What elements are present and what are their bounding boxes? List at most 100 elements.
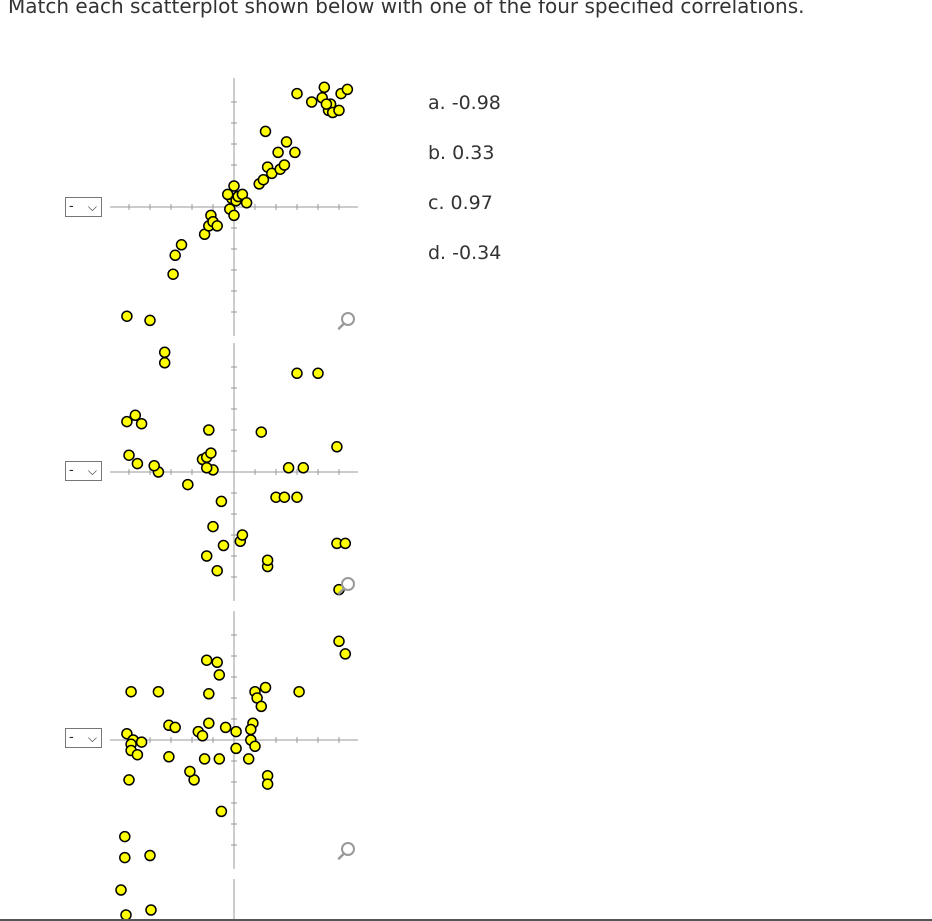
data-point bbox=[278, 491, 291, 503]
data-point bbox=[119, 830, 131, 843]
data-point bbox=[228, 209, 240, 222]
data-point bbox=[240, 197, 253, 209]
option-a: a. -0.98 bbox=[428, 92, 501, 114]
data-point bbox=[203, 688, 215, 700]
select-value: - bbox=[69, 730, 74, 745]
data-point bbox=[175, 239, 188, 251]
data-point bbox=[123, 774, 135, 786]
data-point bbox=[245, 723, 257, 736]
data-point bbox=[198, 753, 211, 765]
data-point bbox=[200, 550, 213, 562]
data-point bbox=[152, 685, 165, 698]
data-point bbox=[211, 220, 223, 232]
question-prompt: Match each scatterplot shown below with … bbox=[8, 0, 805, 18]
scatterplot-3 bbox=[110, 611, 358, 869]
zoom-icon[interactable] bbox=[336, 310, 358, 332]
data-point bbox=[221, 188, 234, 201]
data-point bbox=[297, 462, 310, 474]
data-point bbox=[145, 904, 157, 916]
data-point bbox=[333, 635, 345, 648]
data-point bbox=[318, 81, 331, 94]
data-point bbox=[331, 441, 343, 453]
data-point bbox=[215, 495, 228, 508]
scatterplot-4-partial bbox=[115, 879, 235, 921]
data-point bbox=[167, 268, 179, 280]
data-point bbox=[144, 314, 156, 327]
data-point bbox=[163, 751, 175, 763]
scatterplot-1 bbox=[110, 78, 358, 336]
data-point bbox=[278, 159, 291, 171]
scatterplot-2 bbox=[110, 343, 358, 601]
data-point bbox=[320, 98, 333, 110]
data-point bbox=[280, 136, 293, 148]
data-point bbox=[203, 424, 215, 436]
data-point bbox=[135, 417, 148, 430]
option-c: c. 0.97 bbox=[428, 192, 493, 214]
data-point bbox=[119, 851, 131, 864]
data-point bbox=[255, 426, 268, 438]
data-point bbox=[135, 736, 148, 748]
data-point bbox=[211, 656, 223, 669]
data-point bbox=[261, 554, 274, 566]
data-point bbox=[249, 740, 261, 753]
data-point bbox=[291, 367, 303, 380]
select-value: - bbox=[69, 463, 74, 478]
data-point bbox=[230, 742, 242, 755]
data-point bbox=[213, 669, 226, 681]
data-point bbox=[259, 681, 272, 694]
data-point bbox=[131, 748, 144, 761]
scatter-row-3: - ⌵ bbox=[0, 607, 932, 873]
data-point bbox=[291, 491, 303, 503]
chevron-down-icon: ⌵ bbox=[87, 200, 97, 214]
data-point bbox=[261, 778, 274, 790]
data-point bbox=[169, 721, 181, 734]
data-point bbox=[125, 685, 137, 698]
data-point bbox=[219, 721, 232, 734]
correlation-options: a. -0.98 b. 0.33 c. 0.97 d. -0.34 bbox=[428, 92, 501, 292]
data-point bbox=[115, 884, 127, 896]
data-point bbox=[121, 415, 133, 428]
option-d: d. -0.34 bbox=[428, 242, 502, 264]
data-point bbox=[257, 173, 270, 186]
data-point bbox=[230, 725, 242, 738]
data-point bbox=[293, 685, 305, 698]
data-point bbox=[121, 310, 133, 322]
data-point bbox=[200, 462, 213, 474]
data-point bbox=[200, 654, 213, 666]
scatter-row-2: - ⌵ bbox=[0, 339, 932, 605]
data-point bbox=[312, 367, 324, 380]
data-point bbox=[236, 529, 249, 541]
data-point bbox=[341, 83, 354, 96]
scatter-row-1: - ⌵ bbox=[0, 74, 932, 340]
chevron-down-icon: ⌵ bbox=[87, 731, 97, 745]
data-point bbox=[211, 564, 223, 577]
correlation-select-2[interactable]: - ⌵ bbox=[65, 461, 102, 481]
data-point bbox=[205, 447, 217, 459]
data-point bbox=[255, 700, 268, 713]
page-bottom-rule bbox=[0, 919, 932, 921]
zoom-icon[interactable] bbox=[336, 575, 358, 597]
correlation-select-1[interactable]: - ⌵ bbox=[65, 197, 102, 217]
zoom-icon[interactable] bbox=[336, 840, 358, 862]
data-point bbox=[339, 537, 352, 550]
data-point bbox=[291, 87, 303, 100]
data-point bbox=[272, 146, 284, 159]
data-point bbox=[339, 648, 352, 660]
chevron-down-icon: ⌵ bbox=[87, 464, 97, 478]
data-point bbox=[333, 104, 345, 117]
data-point bbox=[182, 478, 194, 491]
data-point bbox=[196, 730, 209, 742]
data-point bbox=[129, 409, 142, 422]
data-point bbox=[203, 717, 215, 729]
data-point bbox=[213, 753, 226, 765]
data-point bbox=[259, 125, 272, 138]
correlation-select-3[interactable]: - ⌵ bbox=[65, 728, 102, 748]
data-point bbox=[184, 765, 196, 778]
option-b: b. 0.33 bbox=[428, 142, 495, 164]
data-point bbox=[169, 249, 181, 262]
data-point bbox=[158, 346, 171, 359]
data-point bbox=[158, 357, 171, 369]
data-point bbox=[144, 849, 156, 862]
data-point bbox=[242, 753, 255, 765]
data-point bbox=[148, 459, 160, 472]
